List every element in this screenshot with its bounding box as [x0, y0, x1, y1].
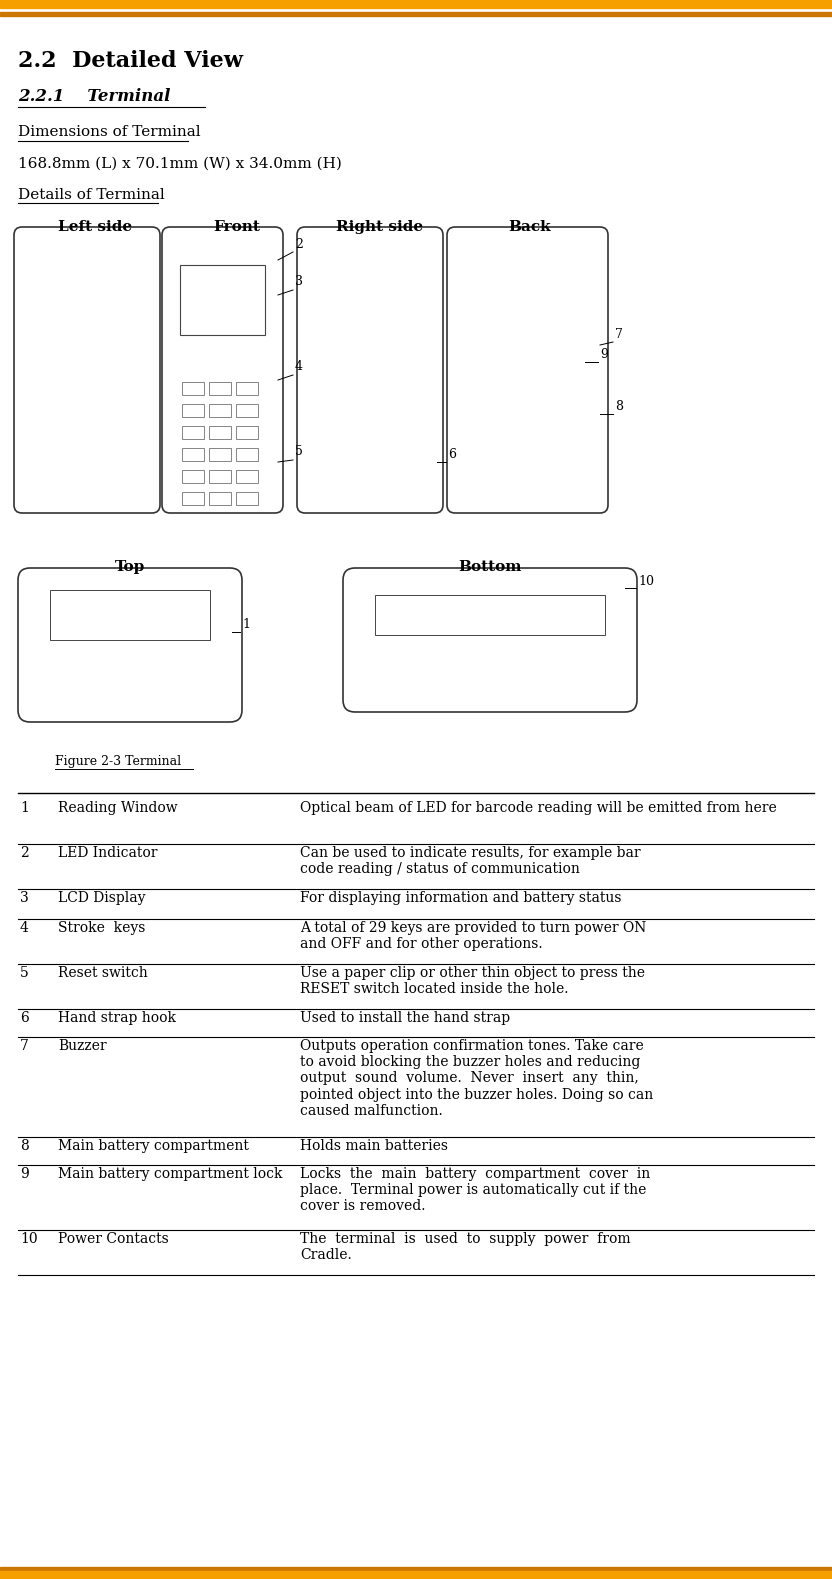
Bar — [50, 591, 210, 639]
Text: Hand strap hook: Hand strap hook — [58, 1011, 176, 1025]
Text: Used to install the hand strap: Used to install the hand strap — [300, 1011, 510, 1025]
Text: Main battery compartment: Main battery compartment — [58, 1138, 249, 1153]
Text: For displaying information and battery status: For displaying information and battery s… — [300, 891, 622, 905]
Bar — [182, 404, 204, 417]
Bar — [209, 471, 231, 483]
Text: The  terminal  is  used  to  supply  power  from
Cradle.: The terminal is used to supply power fro… — [300, 1232, 631, 1262]
Text: 168.8mm (L) x 70.1mm (W) x 34.0mm (H): 168.8mm (L) x 70.1mm (W) x 34.0mm (H) — [18, 156, 342, 171]
Bar — [236, 404, 258, 417]
Text: 6: 6 — [448, 448, 456, 461]
Text: Can be used to indicate results, for example bar
code reading / status of commun: Can be used to indicate results, for exa… — [300, 846, 641, 876]
Text: 1: 1 — [242, 617, 250, 632]
Bar — [182, 493, 204, 505]
Bar — [182, 426, 204, 439]
Bar — [0, 1566, 832, 1573]
Text: Locks  the  main  battery  compartment  cover  in
place.  Terminal power is auto: Locks the main battery compartment cover… — [300, 1167, 651, 1213]
Text: Reading Window: Reading Window — [58, 801, 177, 815]
Text: 9: 9 — [20, 1167, 29, 1181]
Text: 2: 2 — [20, 846, 29, 861]
Text: Outputs operation confirmation tones. Take care
to avoid blocking the buzzer hol: Outputs operation confirmation tones. Ta… — [300, 1039, 653, 1118]
Text: 4: 4 — [20, 921, 29, 935]
Text: 5: 5 — [20, 966, 29, 981]
Text: 9: 9 — [600, 347, 608, 362]
Bar — [236, 382, 258, 395]
Bar — [180, 265, 265, 335]
Text: Bottom: Bottom — [458, 561, 522, 575]
Text: 1: 1 — [20, 801, 29, 815]
Bar — [236, 448, 258, 461]
Text: 2: 2 — [295, 238, 303, 251]
Text: Left side: Left side — [58, 219, 132, 234]
Text: Details of Terminal: Details of Terminal — [18, 188, 165, 202]
Text: 3: 3 — [20, 891, 29, 905]
Bar — [209, 493, 231, 505]
Bar — [182, 471, 204, 483]
Text: 8: 8 — [615, 399, 623, 414]
Bar — [209, 404, 231, 417]
Bar — [209, 448, 231, 461]
Bar — [0, 13, 832, 16]
Text: A total of 29 keys are provided to turn power ON
and OFF and for other operation: A total of 29 keys are provided to turn … — [300, 921, 646, 951]
Bar — [236, 493, 258, 505]
Bar — [209, 426, 231, 439]
Bar — [209, 382, 231, 395]
Text: Stroke  keys: Stroke keys — [58, 921, 146, 935]
Text: 8: 8 — [20, 1138, 29, 1153]
Bar — [236, 426, 258, 439]
Text: Front: Front — [214, 219, 260, 234]
Text: 7: 7 — [615, 328, 623, 341]
Text: 5: 5 — [295, 445, 303, 458]
Bar — [182, 448, 204, 461]
Text: Main battery compartment lock: Main battery compartment lock — [58, 1167, 283, 1181]
Bar — [375, 595, 605, 635]
Text: Reset switch: Reset switch — [58, 966, 148, 981]
Text: 10: 10 — [638, 575, 654, 587]
Bar — [182, 382, 204, 395]
Text: 2.2  Detailed View: 2.2 Detailed View — [18, 51, 243, 73]
Text: 2.2.1    Terminal: 2.2.1 Terminal — [18, 88, 171, 104]
Text: Back: Back — [508, 219, 552, 234]
Bar — [0, 0, 832, 8]
Text: Right side: Right side — [336, 219, 423, 234]
Text: 10: 10 — [20, 1232, 37, 1246]
Text: Power Contacts: Power Contacts — [58, 1232, 169, 1246]
Text: Top: Top — [115, 561, 145, 575]
Text: LCD Display: LCD Display — [58, 891, 146, 905]
Text: Buzzer: Buzzer — [58, 1039, 106, 1053]
Text: Optical beam of LED for barcode reading will be emitted from here: Optical beam of LED for barcode reading … — [300, 801, 777, 815]
Text: Use a paper clip or other thin object to press the
RESET switch located inside t: Use a paper clip or other thin object to… — [300, 966, 645, 996]
Text: Holds main batteries: Holds main batteries — [300, 1138, 448, 1153]
Bar — [236, 471, 258, 483]
Text: 6: 6 — [20, 1011, 29, 1025]
Bar — [0, 1571, 832, 1579]
Text: LED Indicator: LED Indicator — [58, 846, 157, 861]
Text: 4: 4 — [295, 360, 303, 373]
Text: 8: 8 — [805, 1568, 814, 1579]
Text: Figure 2-3 Terminal: Figure 2-3 Terminal — [55, 755, 181, 767]
Text: Dimensions of Terminal: Dimensions of Terminal — [18, 125, 201, 139]
Text: 7: 7 — [20, 1039, 29, 1053]
Text: 3: 3 — [295, 275, 303, 287]
